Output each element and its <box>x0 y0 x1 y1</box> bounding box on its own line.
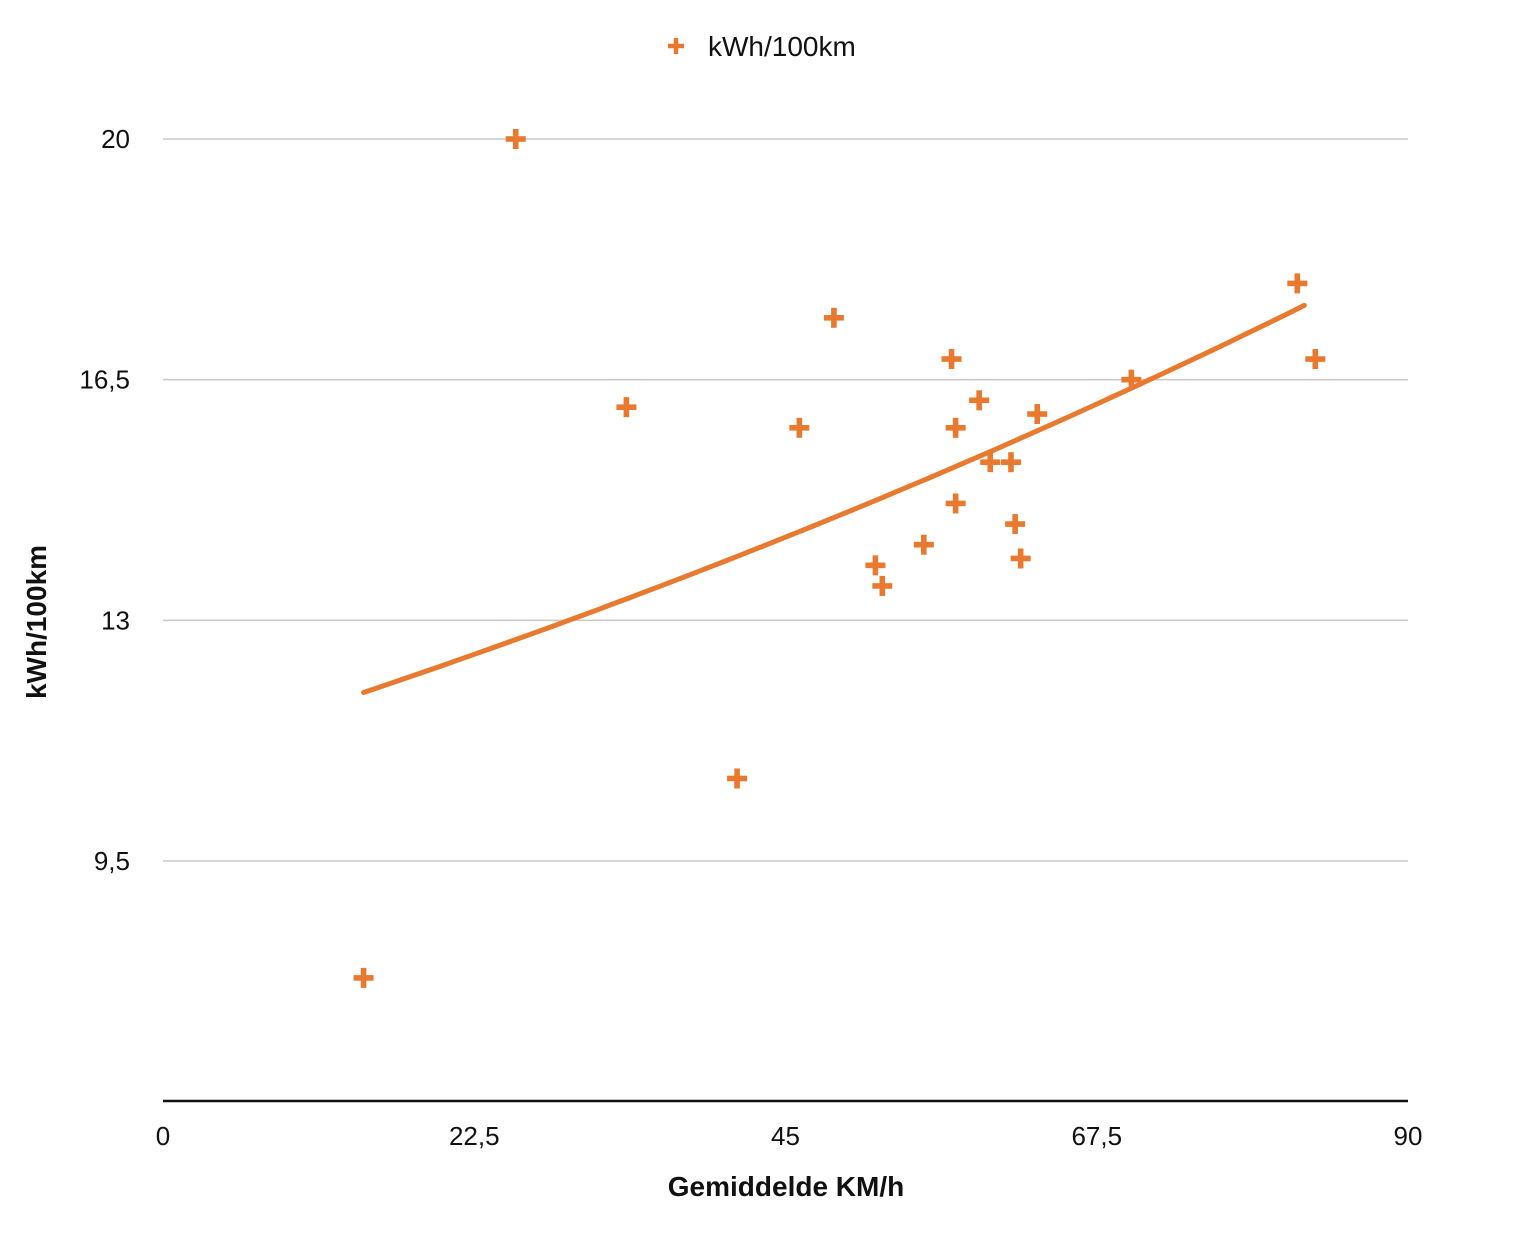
data-point <box>789 417 810 438</box>
x-tick-label: 0 <box>156 1121 170 1151</box>
data-point <box>1027 404 1048 425</box>
y-tick-label: 16,5 <box>79 365 130 395</box>
legend: kWh/100km <box>668 31 856 62</box>
x-axis-title: Gemiddelde KM/h <box>668 1171 904 1202</box>
data-point <box>865 555 886 576</box>
data-point <box>969 390 990 411</box>
x-tick-label: 45 <box>771 1121 800 1151</box>
data-point <box>1121 369 1142 390</box>
data-point <box>913 534 934 555</box>
data-point <box>945 493 966 514</box>
data-point <box>872 575 893 596</box>
data-point <box>945 417 966 438</box>
data-point <box>1010 548 1031 569</box>
y-tick-labels: 9,5 13 16,5 20 <box>79 124 130 876</box>
x-tick-label: 67,5 <box>1071 1121 1122 1151</box>
legend-label: kWh/100km <box>708 31 856 62</box>
data-point <box>823 307 844 328</box>
data-point <box>1305 349 1326 370</box>
data-point <box>353 967 374 988</box>
data-point <box>1287 273 1308 294</box>
legend-marker-plus-icon <box>668 38 684 54</box>
data-point <box>1005 514 1026 535</box>
y-axis-title: kWh/100km <box>21 545 52 699</box>
trendline-layer <box>361 302 1307 695</box>
x-tick-label: 22,5 <box>449 1121 500 1151</box>
data-point <box>941 349 962 370</box>
legend-marker-shape <box>668 38 684 54</box>
trendline <box>361 302 1307 695</box>
gridlines <box>163 138 1408 862</box>
data-point <box>1000 452 1021 473</box>
x-tick-labels: 0 22,5 45 67,5 90 <box>156 1121 1423 1151</box>
data-point <box>980 452 1001 473</box>
x-tick-label: 90 <box>1394 1121 1423 1151</box>
y-tick-label: 9,5 <box>94 846 130 876</box>
y-tick-label: 20 <box>101 124 130 154</box>
data-point <box>616 397 637 418</box>
y-tick-label: 13 <box>101 605 130 635</box>
data-points <box>353 129 1326 988</box>
data-point <box>727 768 748 789</box>
data-point <box>505 129 526 149</box>
